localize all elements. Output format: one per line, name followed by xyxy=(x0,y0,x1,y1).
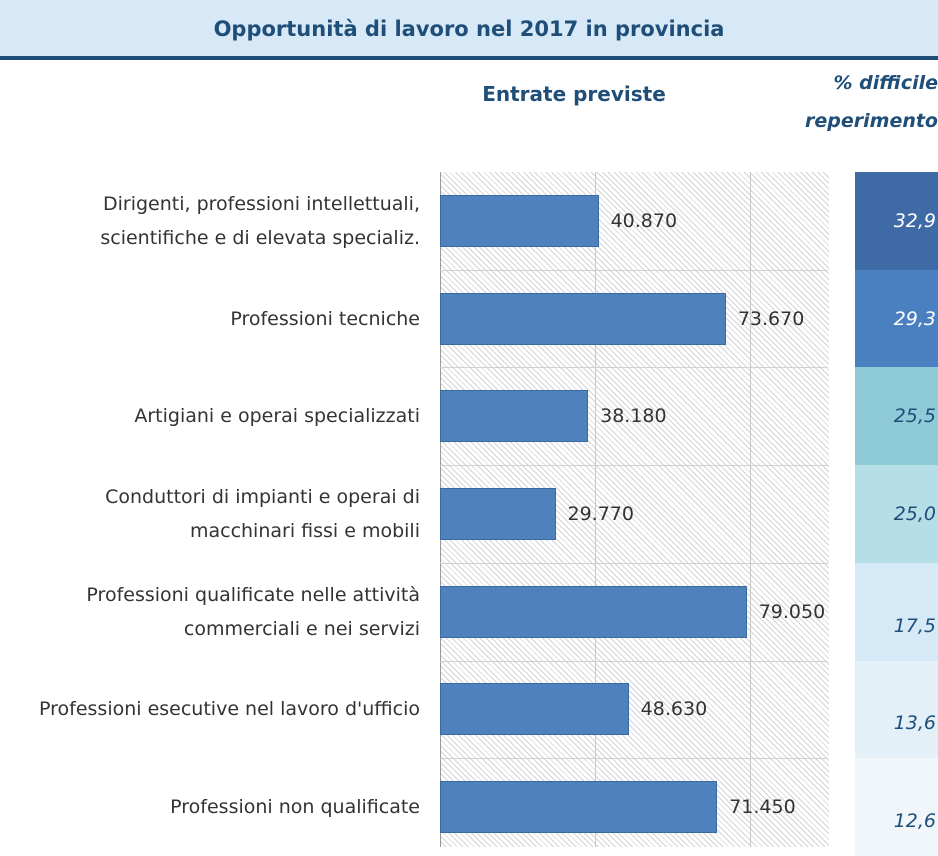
bar xyxy=(440,585,747,638)
grid-line xyxy=(750,172,752,847)
category-label: Professioni non qualificate xyxy=(170,796,420,819)
row-line xyxy=(440,367,828,369)
table-value: 25,0 xyxy=(893,502,936,525)
table-label: % difficile reperimento xyxy=(805,72,938,132)
bar xyxy=(440,292,726,345)
table-value: 32,9 xyxy=(893,209,936,232)
value-label: 38.180 xyxy=(600,405,667,428)
row-line xyxy=(440,465,828,467)
value-label: 73.670 xyxy=(737,307,805,330)
bar xyxy=(440,487,556,540)
table-cell xyxy=(855,758,938,856)
row-line xyxy=(440,269,828,271)
category-label: Dirigenti, professioni intellettuali, sc… xyxy=(100,192,420,249)
title-bar xyxy=(0,0,938,60)
category-label: Professioni esecutive nel lavoro d'uffic… xyxy=(39,698,420,721)
value-label: 48.630 xyxy=(640,698,708,721)
value-label: 40.870 xyxy=(610,209,678,232)
table-cell xyxy=(855,660,938,759)
table-cell xyxy=(855,367,938,466)
row-line xyxy=(440,758,828,760)
table-value: 13,6 xyxy=(893,712,936,735)
category-label: Professioni tecniche xyxy=(230,307,420,330)
axis-label: Entrate previste xyxy=(482,82,666,106)
bar xyxy=(440,683,629,736)
table-cell xyxy=(855,172,938,271)
table-value: 25,5 xyxy=(893,405,936,428)
category-label: Professioni qualificate nelle attività c… xyxy=(86,583,420,640)
value-label: 29.770 xyxy=(567,502,634,525)
value-label: 79.050 xyxy=(758,600,826,623)
bar xyxy=(440,390,589,443)
table-cell xyxy=(855,269,938,368)
bar xyxy=(440,781,718,834)
grid-line xyxy=(595,172,597,847)
table-value: 29,3 xyxy=(893,307,936,330)
table-value: 17,5 xyxy=(893,614,936,637)
category-label: Artigiani e operai specializzati xyxy=(134,405,420,428)
chart-title: Opportunità di lavoro nel 2017 in provin… xyxy=(213,17,725,41)
category-label: Conduttori di impianti e operai di macch… xyxy=(105,485,420,542)
row-line xyxy=(440,660,828,662)
bar xyxy=(440,194,599,247)
table-cell xyxy=(855,562,938,661)
row-line xyxy=(440,562,828,564)
table-value: 12,6 xyxy=(893,810,936,833)
table-cell xyxy=(855,465,938,564)
value-label: 71.450 xyxy=(729,796,796,819)
